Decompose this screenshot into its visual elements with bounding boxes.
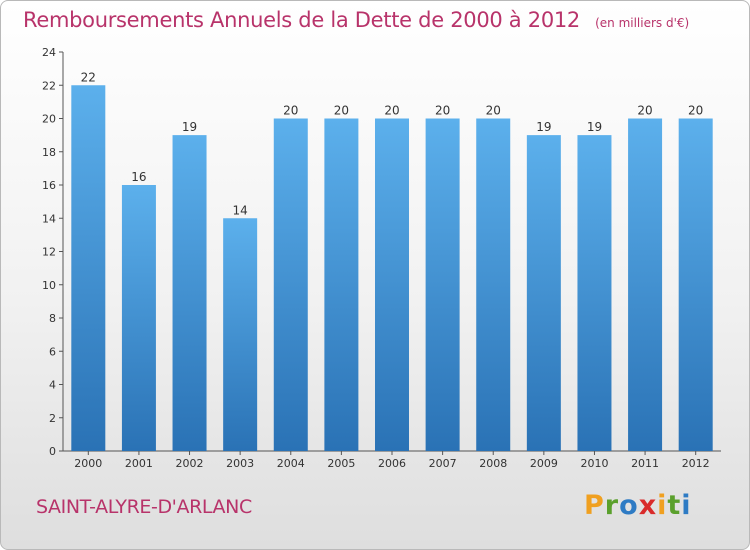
y-tick-label: 14 [42, 212, 56, 225]
chart-title-block: Remboursements Annuels de la Dette de 20… [23, 8, 689, 32]
bar-2000 [71, 85, 106, 451]
bar-2003 [223, 218, 258, 451]
data-labels: 22 16 19 14 20 20 20 20 20 19 19 20 20 [81, 70, 704, 217]
bars [71, 85, 713, 451]
bar-2001 [121, 185, 156, 451]
bar-2011 [628, 118, 663, 451]
logo-letter: t [667, 490, 682, 521]
logo-letter: r [604, 490, 620, 521]
x-tick-label-2007: 2007 [429, 457, 457, 470]
x-tick-label-2008: 2008 [479, 457, 507, 470]
value-label-2010: 19 [587, 120, 602, 134]
bar-2012 [678, 118, 713, 451]
y-tick-label: 20 [42, 113, 56, 126]
logo-letter: i [657, 490, 668, 521]
bar-2004 [273, 118, 308, 451]
logo-letter: P [584, 490, 605, 521]
y-tick-label: 24 [42, 46, 56, 59]
y-tick-label: 16 [42, 179, 56, 192]
x-tick-label-2010: 2010 [580, 457, 608, 470]
y-tick-label: 4 [49, 379, 56, 392]
logo-letter: o [619, 490, 639, 521]
y-tick-label: 2 [49, 412, 56, 425]
x-tick-label-2000: 2000 [74, 457, 102, 470]
bar-2006 [375, 118, 409, 451]
value-label-2007: 20 [435, 104, 450, 118]
value-label-2005: 20 [334, 104, 349, 118]
y-tick-label: 10 [42, 279, 56, 292]
bar-2008 [476, 118, 511, 451]
x-tick-label-2003: 2003 [226, 457, 254, 470]
x-tick-label-2002: 2002 [176, 457, 204, 470]
y-tick-label: 18 [42, 146, 56, 159]
chart-title: Remboursements Annuels de la Dette de 20… [23, 8, 580, 32]
value-label-2004: 20 [283, 104, 298, 118]
bar-2005 [324, 118, 359, 451]
x-tick-label-2001: 2001 [125, 457, 153, 470]
value-label-2002: 19 [182, 120, 197, 134]
logo-letter: i [681, 490, 692, 521]
y-tick-label: 6 [49, 345, 56, 358]
value-label-2006: 20 [384, 104, 399, 118]
proxiti-logo: Proxiti [584, 490, 692, 521]
x-tick-label-2004: 2004 [277, 457, 305, 470]
y-tick-label: 22 [42, 79, 56, 92]
value-label-2011: 20 [637, 104, 652, 118]
chart-unit: (en milliers d'€) [595, 16, 690, 30]
value-label-2009: 19 [536, 120, 551, 134]
bar-2007 [425, 118, 460, 451]
bar-2002 [172, 135, 207, 451]
value-label-2003: 14 [233, 203, 248, 217]
value-label-2001: 16 [131, 170, 146, 184]
value-label-2012: 20 [688, 104, 703, 118]
x-tick-label-2009: 2009 [530, 457, 558, 470]
y-tick-label: 0 [49, 445, 56, 458]
value-label-2000: 22 [81, 70, 96, 84]
commune-name: SAINT-ALYRE-D'ARLANC [36, 496, 252, 518]
x-tick-label-2011: 2011 [631, 457, 659, 470]
bar-2010 [577, 135, 612, 451]
x-tick-label-2005: 2005 [327, 457, 355, 470]
y-tick-label: 8 [49, 312, 56, 325]
y-tick-label: 12 [42, 246, 56, 259]
x-tick-label-2012: 2012 [682, 457, 710, 470]
bar-2009 [526, 135, 561, 451]
value-label-2008: 20 [486, 104, 501, 118]
x-tick-label-2006: 2006 [378, 457, 406, 470]
logo-letter: x [638, 490, 658, 521]
